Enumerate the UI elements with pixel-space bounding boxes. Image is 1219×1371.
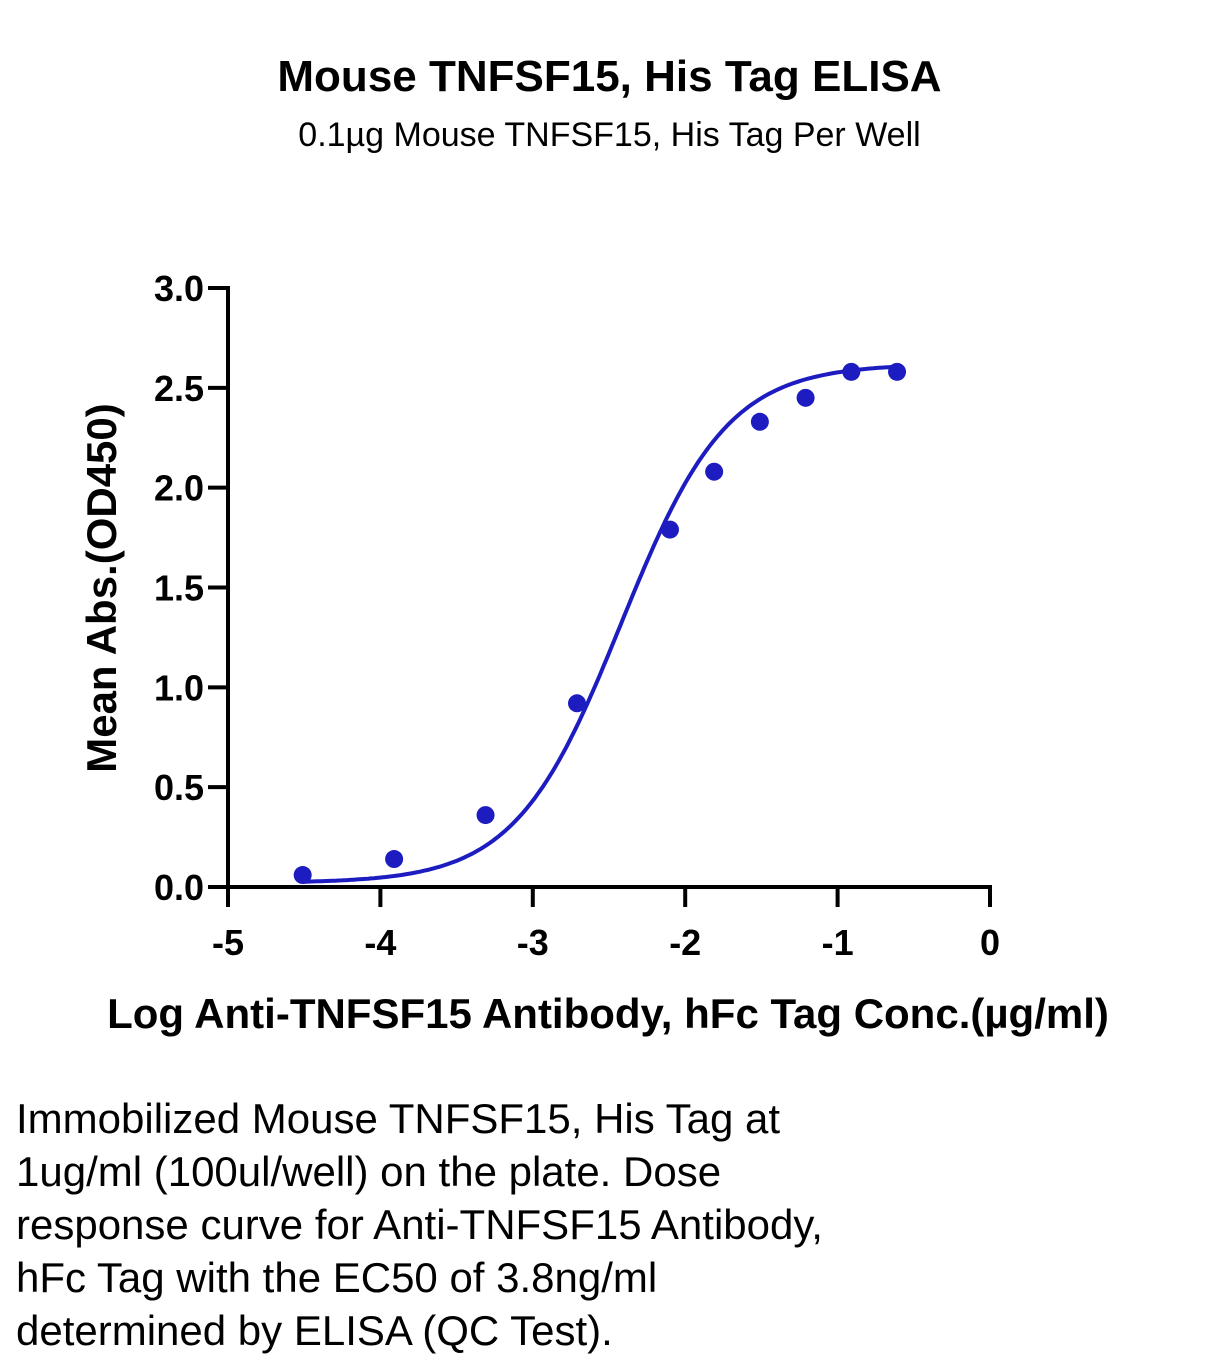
x-tick-label: 0	[980, 922, 1000, 963]
data-point	[385, 850, 404, 869]
caption-line: Immobilized Mouse TNFSF15, His Tag at	[16, 1095, 781, 1142]
x-axis-title: Log Anti-TNFSF15 Antibody, hFc Tag Conc.…	[107, 990, 1109, 1037]
y-tick-label: 1.5	[154, 568, 204, 609]
x-tick-label: -3	[517, 922, 549, 963]
y-tick-label: 3.0	[154, 268, 204, 309]
caption-line: hFc Tag with the EC50 of 3.8ng/ml	[16, 1254, 658, 1301]
caption-line: determined by ELISA (QC Test).	[16, 1307, 613, 1354]
y-tick-label: 0.0	[154, 867, 204, 908]
data-point	[888, 362, 907, 381]
caption-line: 1ug/ml (100ul/well) on the plate. Dose	[16, 1148, 722, 1195]
data-point	[293, 866, 312, 885]
chart-subtitle: 0.1µg Mouse TNFSF15, His Tag Per Well	[298, 116, 921, 154]
chart-title: Mouse TNFSF15, His Tag ELISA	[277, 52, 942, 101]
data-point	[750, 412, 769, 431]
y-tick-label: 1.0	[154, 667, 204, 708]
y-tick-label: 2.0	[154, 468, 204, 509]
data-point	[567, 694, 586, 713]
y-tick-label: 0.5	[154, 767, 204, 808]
x-tick-label: -2	[669, 922, 701, 963]
x-tick-label: -5	[212, 922, 244, 963]
x-tick-label: -1	[822, 922, 854, 963]
data-point	[796, 388, 815, 407]
elisa-chart: 0.0 0.5 1.0 1.5 2.0 2.5 3.0 -5 -4 -3 -2 -1 0 Log Anti…	[78, 268, 1109, 1037]
data-point	[660, 520, 679, 539]
data-point	[705, 462, 724, 481]
x-tick-label: -4	[364, 922, 396, 963]
fit-curve	[302, 364, 898, 884]
y-tick-label: 2.5	[154, 368, 204, 409]
data-point	[476, 806, 495, 825]
y-axis-title: Mean Abs.(OD450)	[78, 403, 125, 773]
figure-caption: Immobilized Mouse TNFSF15, His Tag at 1u…	[16, 1092, 1196, 1357]
caption-line: response curve for Anti-TNFSF15 Antibody…	[16, 1201, 823, 1248]
data-point	[842, 362, 861, 381]
